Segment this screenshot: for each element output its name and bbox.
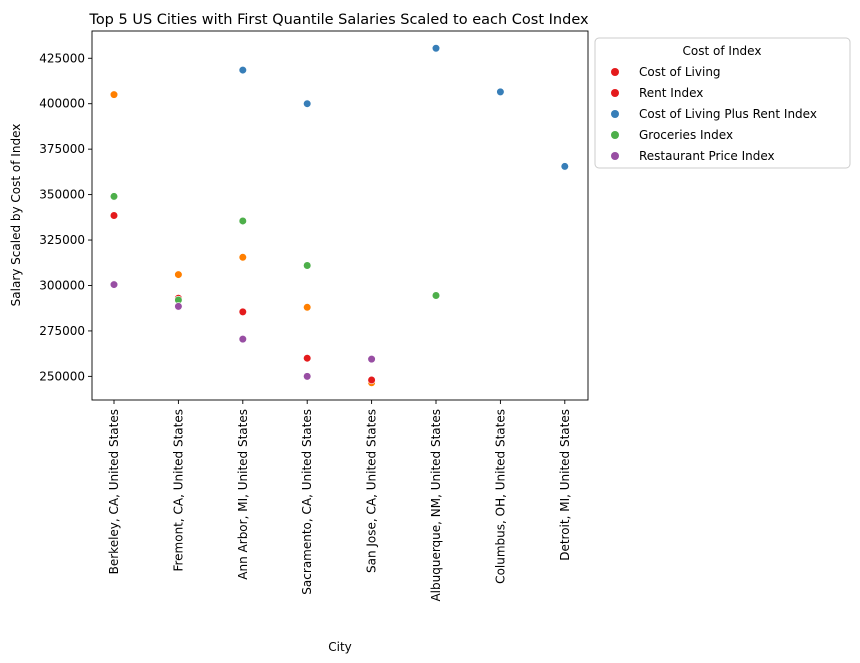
data-point (367, 375, 376, 385)
data-point (303, 303, 312, 312)
x-axis-title: City (328, 640, 352, 654)
y-axis: 250000 275000 300000 325000 350000 375000 4000… (39, 51, 92, 383)
data-point (109, 90, 119, 99)
legend-label: Restaurant Price Index (639, 149, 775, 163)
data-point (109, 192, 119, 201)
y-tick-label: 325000 (39, 233, 85, 247)
plot-area (91, 30, 589, 401)
x-tick-label: Fremont, CA, United States (171, 409, 185, 572)
legend-label: Rent Index (639, 86, 703, 100)
y-tick-label: 350000 (39, 188, 85, 202)
data-point (174, 302, 183, 311)
x-axis: Berkeley, CA, United States Fremont, CA, … (107, 400, 572, 602)
x-tick-label: Sacramento, CA, United States (300, 409, 314, 595)
legend-marker (611, 89, 619, 97)
x-tick-label: Berkeley, CA, United States (107, 409, 121, 574)
legend-label: Cost of Living Plus Rent Index (639, 107, 817, 121)
legend-marker (611, 110, 619, 118)
data-point (431, 44, 441, 53)
data-point (303, 354, 312, 363)
x-tick-label: Detroit, MI, United States (558, 409, 572, 561)
data-point (303, 372, 312, 381)
data-point (560, 162, 569, 171)
data-point (238, 335, 247, 344)
data-point (109, 280, 119, 289)
chart-title: Top 5 US Cities with First Quantile Sala… (88, 12, 589, 28)
y-tick-label: 250000 (39, 369, 85, 383)
y-tick-label: 425000 (39, 51, 85, 65)
y-tick-label: 275000 (39, 324, 85, 338)
legend-title: Cost of Index (683, 44, 762, 58)
legend-items: Cost of Living Rent Index Cost of Living P… (611, 65, 817, 163)
data-point (238, 253, 247, 262)
legend-frame (594, 37, 851, 169)
legend-marker (611, 152, 619, 160)
data-point (238, 307, 247, 316)
data-point (109, 211, 119, 220)
x-tick-label: San Jose, CA, United States (365, 409, 379, 573)
legend-marker (611, 131, 619, 139)
data-point (238, 216, 247, 226)
data-point (238, 65, 247, 75)
data-point (303, 261, 312, 270)
legend-label: Groceries Index (639, 128, 733, 142)
y-axis-title: Salary Scaled by Cost of Index (9, 124, 23, 307)
data-point (367, 355, 376, 364)
x-tick-label: Albuquerque, NM, United States (429, 409, 443, 602)
data-point (303, 99, 312, 108)
data-points (109, 44, 569, 387)
legend-marker (611, 68, 619, 76)
y-tick-label: 400000 (39, 97, 85, 111)
plot-frame (91, 30, 589, 401)
y-tick-label: 300000 (39, 278, 85, 292)
data-point (431, 291, 441, 300)
y-tick-label: 375000 (39, 142, 85, 156)
x-tick-label: Ann Arbor, MI, United States (236, 409, 250, 580)
x-tick-label: Columbus, OH, United States (493, 409, 507, 584)
legend-label: Cost of Living (639, 65, 721, 79)
data-point (496, 87, 505, 96)
data-point (174, 270, 183, 279)
